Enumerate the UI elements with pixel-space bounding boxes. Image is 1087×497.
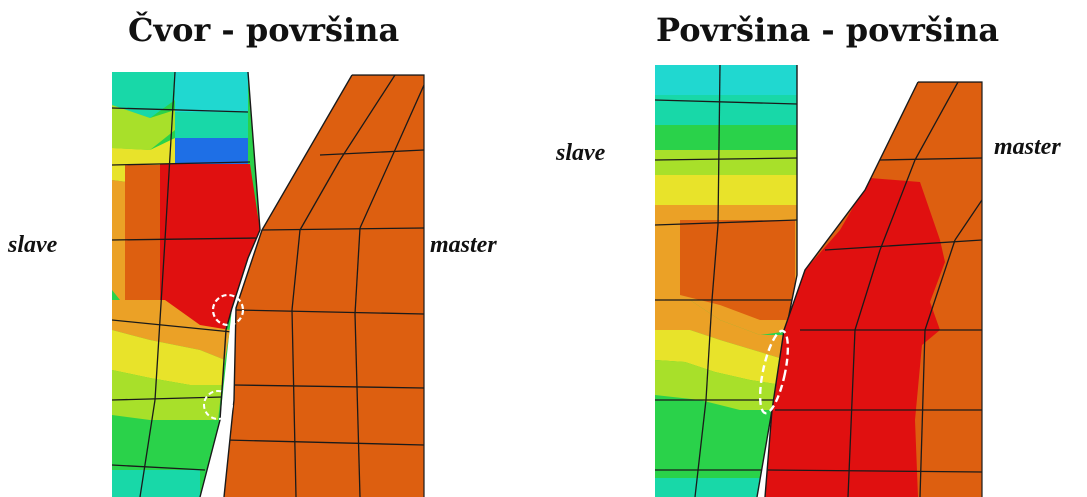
label-slave-right: slave xyxy=(556,140,606,166)
title-surface-surface: Površina - površina xyxy=(656,11,1000,49)
contact-marker-node-1 xyxy=(211,293,245,327)
label-master-right: master xyxy=(994,134,1061,160)
title-node-surface: Čvor - površina xyxy=(128,11,400,49)
slave-body-left xyxy=(112,72,260,497)
label-master-left: master xyxy=(430,232,497,258)
label-slave-left: slave xyxy=(8,232,58,258)
contact-marker-surface xyxy=(758,329,790,415)
contact-marker-node-2 xyxy=(203,390,233,420)
